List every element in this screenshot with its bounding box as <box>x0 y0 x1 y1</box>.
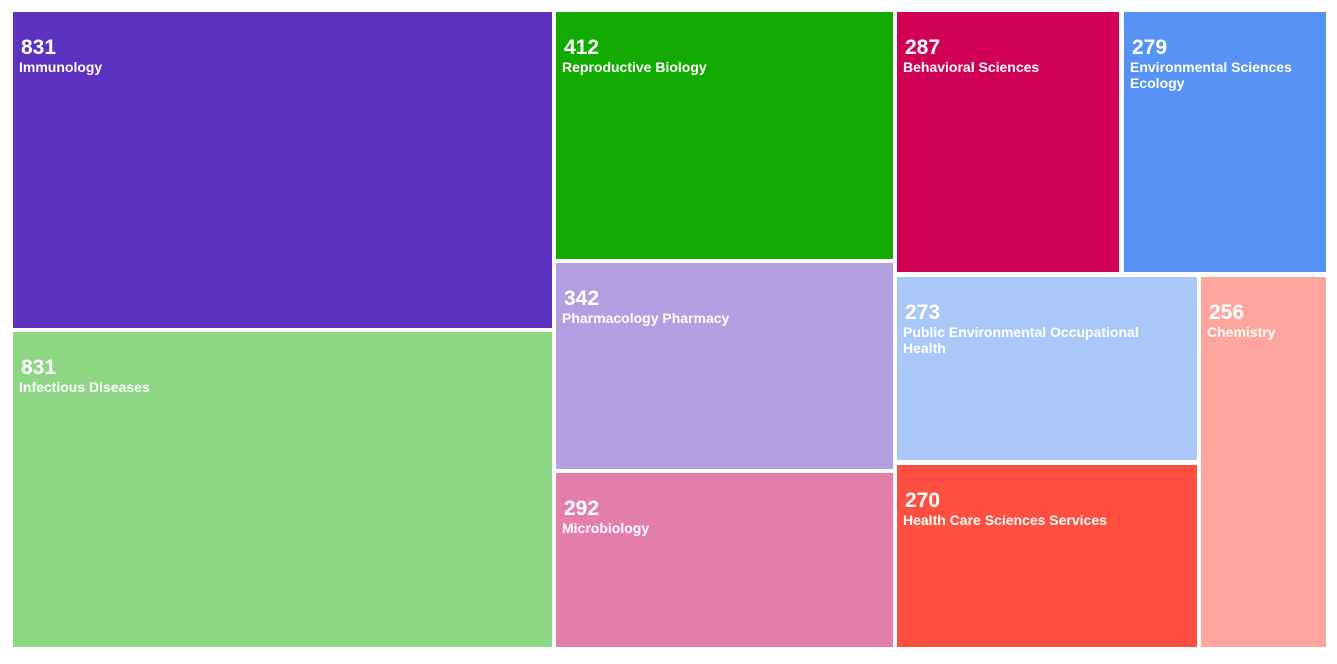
tile-label: Reproductive Biology <box>562 59 707 75</box>
treemap-tile[interactable]: 831 Infectious Diseases <box>13 332 552 647</box>
tile-label: Public Environmental Occupational Health <box>903 324 1139 356</box>
tile-value: 273 <box>905 301 941 324</box>
treemap-tile[interactable]: 256 Chemistry <box>1201 277 1326 647</box>
tile-label: Infectious Diseases <box>19 379 150 395</box>
tile-label: Microbiology <box>562 520 650 536</box>
treemap-tile[interactable]: 287 Behavioral Sciences <box>897 12 1119 272</box>
tile-value: 270 <box>905 489 941 512</box>
tile-value: 279 <box>1132 36 1168 59</box>
treemap-tile[interactable]: 831 Immunology <box>13 12 552 328</box>
tile-value: 292 <box>564 497 600 520</box>
treemap-tile[interactable]: 412 Reproductive Biology <box>556 12 893 259</box>
treemap-tile[interactable]: 273 Public Environmental Occupational Hea… <box>897 277 1197 460</box>
tile-value: 342 <box>564 287 600 310</box>
tile-value: 287 <box>905 36 941 59</box>
tile-label: Health Care Sciences Services <box>903 512 1107 528</box>
tile-label: Immunology <box>19 59 103 75</box>
tile-label: Pharmacology Pharmacy <box>562 310 730 326</box>
treemap-tile[interactable]: 270 Health Care Sciences Services <box>897 465 1197 647</box>
tile-label: Environmental Sciences Ecology <box>1130 59 1292 91</box>
treemap-tile[interactable]: 279 Environmental Sciences Ecology <box>1124 12 1326 272</box>
tile-value: 412 <box>564 36 600 59</box>
treemap-tile[interactable]: 342 Pharmacology Pharmacy <box>556 263 893 469</box>
tile-value: 256 <box>1209 301 1245 324</box>
tile-value: 831 <box>21 36 57 59</box>
tile-label: Chemistry <box>1207 324 1276 340</box>
tile-label: Behavioral Sciences <box>903 59 1040 75</box>
treemap-tile[interactable]: 292 Microbiology <box>556 473 893 647</box>
tile-value: 831 <box>21 356 57 379</box>
